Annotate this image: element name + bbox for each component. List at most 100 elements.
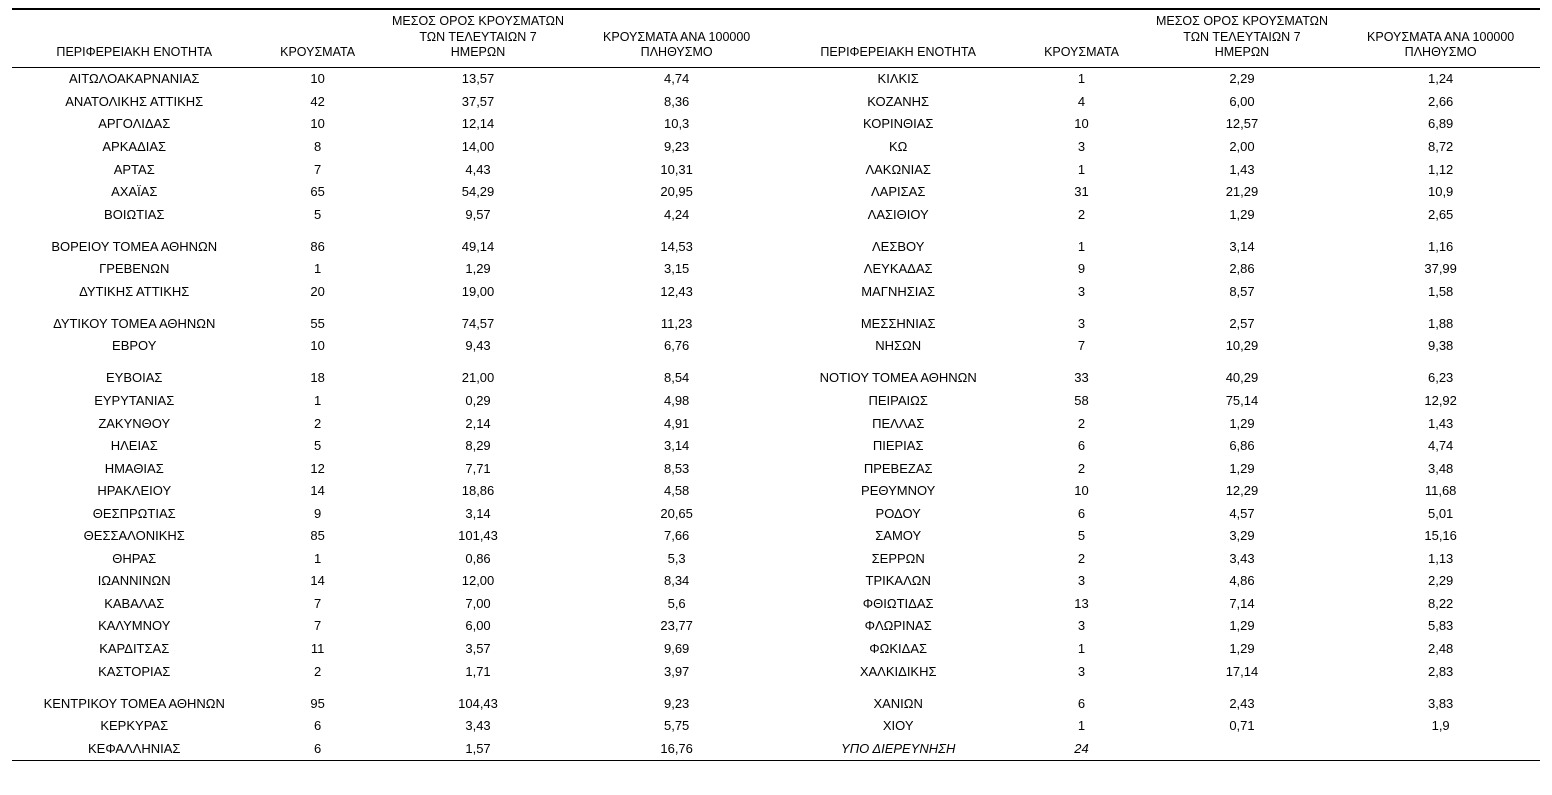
cell-avg7: 1,29 bbox=[379, 258, 578, 281]
cell-per100k: 5,75 bbox=[577, 715, 776, 738]
cell-avg7: 14,00 bbox=[379, 136, 578, 159]
table-row: ΑΡΤΑΣ74,4310,31ΛΑΚΩΝΙΑΣ11,431,12 bbox=[12, 158, 1540, 181]
col-cases: ΚΡΟΥΣΜΑΤΑ bbox=[256, 10, 378, 67]
cell-avg7: 10,29 bbox=[1143, 335, 1342, 358]
cell-avg7: 2,43 bbox=[1143, 683, 1342, 715]
cell-region: ΖΑΚΥΝΘΟΥ bbox=[12, 412, 256, 435]
cell-avg7: 3,29 bbox=[1143, 525, 1342, 548]
cell-region: ΕΥΡΥΤΑΝΙΑΣ bbox=[12, 389, 256, 412]
table-row: ΔΥΤΙΚΟΥ ΤΟΜΕΑ ΑΘΗΝΩΝ5574,5711,23ΜΕΣΣΗΝΙΑ… bbox=[12, 303, 1540, 335]
cell-per100k: 4,74 bbox=[577, 67, 776, 90]
cell-avg7: 1,29 bbox=[1143, 638, 1342, 661]
cell-avg7: 75,14 bbox=[1143, 389, 1342, 412]
cell-avg7: 1,29 bbox=[1143, 203, 1342, 226]
cell-per100k: 8,34 bbox=[577, 570, 776, 593]
cell-region: ΗΡΑΚΛΕΙΟΥ bbox=[12, 480, 256, 503]
cell-avg7: 6,86 bbox=[1143, 435, 1342, 458]
cell-per100k: 8,54 bbox=[577, 357, 776, 389]
table-row: ΑΝΑΤΟΛΙΚΗΣ ΑΤΤΙΚΗΣ4237,578,36ΚΟΖΑΝΗΣ46,0… bbox=[12, 90, 1540, 113]
cell-avg7: 1,71 bbox=[379, 660, 578, 683]
cell-cases: 1 bbox=[1020, 158, 1142, 181]
table-row: ΚΕΦΑΛΛΗΝΙΑΣ61,5716,76ΥΠΟ ΔΙΕΡΕΥΝΗΣΗ24 bbox=[12, 737, 1540, 760]
table-row: ΙΩΑΝΝΙΝΩΝ1412,008,34ΤΡΙΚΑΛΩΝ34,862,29 bbox=[12, 570, 1540, 593]
cell-region: ΧΑΝΙΩΝ bbox=[776, 683, 1020, 715]
cell-per100k: 11,23 bbox=[577, 303, 776, 335]
col-avg7: ΜΕΣΟΣ ΟΡΟΣ ΚΡΟΥΣΜΑΤΩΝ ΤΩΝ ΤΕΛΕΥΤΑΙΩΝ 7 Η… bbox=[1143, 10, 1342, 67]
cell-cases: 10 bbox=[1020, 113, 1142, 136]
cell-cases: 18 bbox=[256, 357, 378, 389]
cell-cases: 10 bbox=[256, 113, 378, 136]
cell-cases: 1 bbox=[1020, 715, 1142, 738]
cell-avg7: 12,00 bbox=[379, 570, 578, 593]
cell-region: ΗΛΕΙΑΣ bbox=[12, 435, 256, 458]
cell-region: ΒΟΡΕΙΟΥ ΤΟΜΕΑ ΑΘΗΝΩΝ bbox=[12, 226, 256, 258]
cell-avg7: 9,57 bbox=[379, 203, 578, 226]
cell-cases: 7 bbox=[1020, 335, 1142, 358]
cell-region: ΧΙΟΥ bbox=[776, 715, 1020, 738]
table-row: ΖΑΚΥΝΘΟΥ22,144,91ΠΕΛΛΑΣ21,291,43 bbox=[12, 412, 1540, 435]
cell-per100k: 1,16 bbox=[1341, 226, 1540, 258]
cell-region: ΚΩ bbox=[776, 136, 1020, 159]
table-row: ΗΜΑΘΙΑΣ127,718,53ΠΡΕΒΕΖΑΣ21,293,48 bbox=[12, 457, 1540, 480]
cell-per100k: 10,3 bbox=[577, 113, 776, 136]
cell-cases: 1 bbox=[1020, 638, 1142, 661]
cell-avg7: 7,00 bbox=[379, 592, 578, 615]
cell-cases: 6 bbox=[256, 715, 378, 738]
cell-avg7: 2,86 bbox=[1143, 258, 1342, 281]
cell-cases: 1 bbox=[256, 258, 378, 281]
cell-region: ΡΕΘΥΜΝΟΥ bbox=[776, 480, 1020, 503]
cell-per100k: 10,9 bbox=[1341, 181, 1540, 204]
cell-region: ΣΕΡΡΩΝ bbox=[776, 547, 1020, 570]
cell-per100k bbox=[1341, 737, 1540, 760]
cell-region: ΚΙΛΚΙΣ bbox=[776, 67, 1020, 90]
table-row: ΗΛΕΙΑΣ58,293,14ΠΙΕΡΙΑΣ66,864,74 bbox=[12, 435, 1540, 458]
cell-cases: 8 bbox=[256, 136, 378, 159]
cell-cases: 9 bbox=[256, 502, 378, 525]
cell-region: ΛΑΚΩΝΙΑΣ bbox=[776, 158, 1020, 181]
cell-per100k: 12,92 bbox=[1341, 389, 1540, 412]
cell-cases: 1 bbox=[1020, 226, 1142, 258]
table-row: ΘΗΡΑΣ10,865,3ΣΕΡΡΩΝ23,431,13 bbox=[12, 547, 1540, 570]
cell-per100k: 8,72 bbox=[1341, 136, 1540, 159]
cell-region: ΧΑΛΚΙΔΙΚΗΣ bbox=[776, 660, 1020, 683]
cell-region: ΙΩΑΝΝΙΝΩΝ bbox=[12, 570, 256, 593]
cell-per100k: 2,48 bbox=[1341, 638, 1540, 661]
cell-per100k: 5,3 bbox=[577, 547, 776, 570]
cell-per100k: 3,97 bbox=[577, 660, 776, 683]
cell-avg7: 1,29 bbox=[1143, 457, 1342, 480]
cell-per100k: 1,88 bbox=[1341, 303, 1540, 335]
cell-region: ΚΑΡΔΙΤΣΑΣ bbox=[12, 638, 256, 661]
cell-region: ΑΡΤΑΣ bbox=[12, 158, 256, 181]
cell-cases: 85 bbox=[256, 525, 378, 548]
cell-per100k: 15,16 bbox=[1341, 525, 1540, 548]
cell-region: ΚΕΝΤΡΙΚΟΥ ΤΟΜΕΑ ΑΘΗΝΩΝ bbox=[12, 683, 256, 715]
cell-region: ΑΙΤΩΛΟΑΚΑΡΝΑΝΙΑΣ bbox=[12, 67, 256, 90]
cell-avg7: 40,29 bbox=[1143, 357, 1342, 389]
cell-per100k: 1,9 bbox=[1341, 715, 1540, 738]
cell-avg7: 13,57 bbox=[379, 67, 578, 90]
cell-region: ΛΑΡΙΣΑΣ bbox=[776, 181, 1020, 204]
col-region: ΠΕΡΙΦΕΡΕΙΑΚΗ ΕΝΟΤΗΤΑ bbox=[12, 10, 256, 67]
cell-cases: 33 bbox=[1020, 357, 1142, 389]
cell-avg7: 4,57 bbox=[1143, 502, 1342, 525]
cell-avg7: 1,29 bbox=[1143, 615, 1342, 638]
cell-per100k: 23,77 bbox=[577, 615, 776, 638]
cell-per100k: 20,65 bbox=[577, 502, 776, 525]
cell-per100k: 4,24 bbox=[577, 203, 776, 226]
cell-region: ΚΑΛΥΜΝΟΥ bbox=[12, 615, 256, 638]
cell-cases: 3 bbox=[1020, 303, 1142, 335]
cell-per100k: 3,83 bbox=[1341, 683, 1540, 715]
cell-region: ΕΥΒΟΙΑΣ bbox=[12, 357, 256, 389]
cell-per100k: 1,24 bbox=[1341, 67, 1540, 90]
cell-avg7: 19,00 bbox=[379, 280, 578, 303]
cell-per100k: 6,76 bbox=[577, 335, 776, 358]
cell-avg7: 0,71 bbox=[1143, 715, 1342, 738]
cell-region: ΦΘΙΩΤΙΔΑΣ bbox=[776, 592, 1020, 615]
cell-cases: 2 bbox=[256, 412, 378, 435]
table-header: ΠΕΡΙΦΕΡΕΙΑΚΗ ΕΝΟΤΗΤΑ ΚΡΟΥΣΜΑΤΑ ΜΕΣΟΣ ΟΡΟ… bbox=[12, 10, 1540, 67]
cell-avg7: 49,14 bbox=[379, 226, 578, 258]
cell-region: ΚΕΡΚΥΡΑΣ bbox=[12, 715, 256, 738]
cell-per100k: 2,83 bbox=[1341, 660, 1540, 683]
table-row: ΒΟΙΩΤΙΑΣ59,574,24ΛΑΣΙΘΙΟΥ21,292,65 bbox=[12, 203, 1540, 226]
cell-cases: 14 bbox=[256, 570, 378, 593]
